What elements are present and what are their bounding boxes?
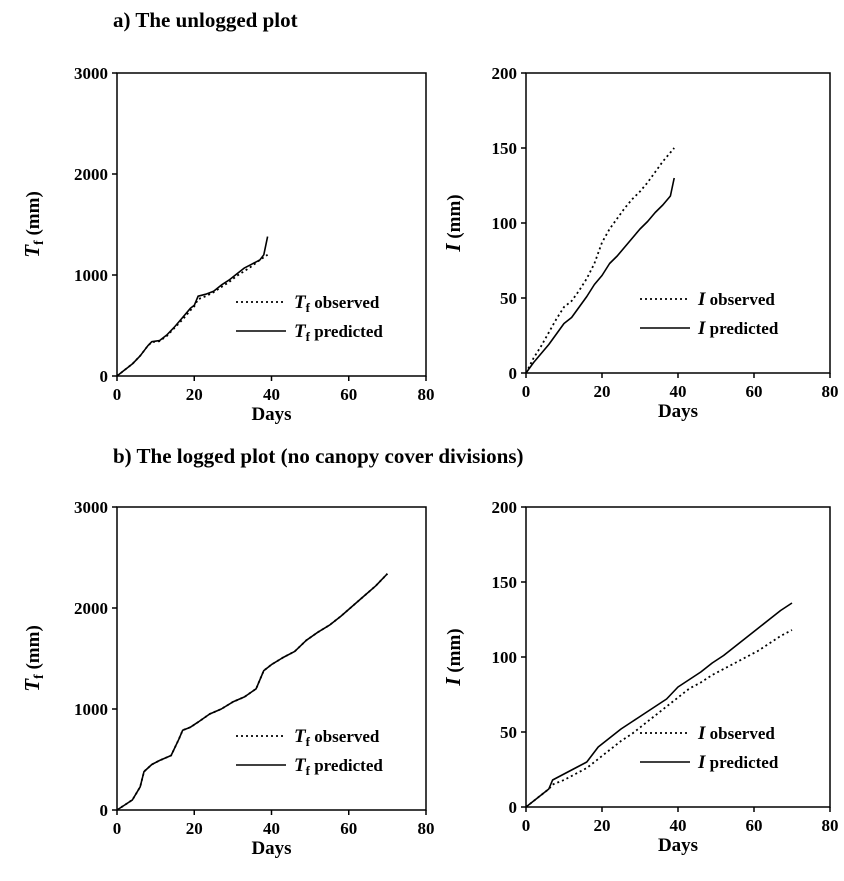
legend-label-predicted: I predicted <box>697 318 779 339</box>
y-tick-label: 0 <box>100 367 109 386</box>
x-tick-label: 60 <box>340 385 357 404</box>
legend-label-observed: I observed <box>697 723 775 744</box>
series-line-predicted <box>525 602 793 808</box>
y-axis-symbol: I <box>441 243 465 253</box>
x-axis-title: Days <box>251 838 291 859</box>
x-tick-label: 60 <box>746 382 763 401</box>
y-tick-label: 0 <box>509 364 518 383</box>
x-tick-label: 80 <box>822 816 839 835</box>
y-tick-label: 150 <box>492 573 518 592</box>
y-tick-label: 0 <box>509 798 518 817</box>
x-tick-label: 0 <box>522 816 531 835</box>
series-line-observed <box>525 629 793 808</box>
y-axis-unit: (mm) <box>23 191 44 240</box>
y-tick-label: 200 <box>492 498 518 517</box>
y-tick-label: 0 <box>100 801 109 820</box>
y-tick-label: 100 <box>492 214 518 233</box>
y-tick-label: 1000 <box>74 266 108 285</box>
series-line-predicted <box>116 573 388 811</box>
x-tick-label: 20 <box>594 816 611 835</box>
y-tick-label: 50 <box>500 723 517 742</box>
y-tick-label: 3000 <box>74 498 108 517</box>
chart-unlogged-i: 0 20 40 60 80 0 50 100 150 200 Days I (mm) I observe… <box>441 64 839 422</box>
y-tick-label: 3000 <box>74 64 108 83</box>
series-line-observed <box>116 254 269 377</box>
y-axis-unit: (mm) <box>444 628 465 677</box>
x-tick-label: 40 <box>263 819 280 838</box>
x-tick-label: 20 <box>186 385 203 404</box>
y-tick-label: 2000 <box>74 165 108 184</box>
chart-logged-i: 0 20 40 60 80 0 50 100 150 200 Days I (mm) I observe… <box>441 498 839 856</box>
x-tick-label: 80 <box>418 385 435 404</box>
y-axis-subscript: f <box>32 674 47 679</box>
legend-label-observed: Tf observed <box>294 726 380 749</box>
x-axis-title: Days <box>658 401 698 422</box>
x-tick-label: 40 <box>670 816 687 835</box>
chart-unlogged-tf: 0 20 40 60 80 0 1000 2000 3000 Days Tf (mm) Tf obse… <box>20 64 435 425</box>
y-axis-unit: (mm) <box>444 194 465 243</box>
legend-label-predicted: Tf predicted <box>294 755 383 778</box>
y-axis-unit: (mm) <box>23 625 44 674</box>
chart-logged-tf: 0 20 40 60 80 0 1000 2000 3000 Days Tf (mm) Tf obse… <box>20 498 435 859</box>
x-axis-title: Days <box>251 404 291 425</box>
x-tick-label: 60 <box>746 816 763 835</box>
x-tick-label: 40 <box>263 385 280 404</box>
x-tick-label: 60 <box>340 819 357 838</box>
series-line-predicted <box>116 236 269 377</box>
y-axis-title: Tf (mm) <box>20 625 47 692</box>
y-tick-label: 150 <box>492 139 518 158</box>
x-tick-label: 0 <box>113 819 122 838</box>
series-line-predicted <box>525 177 675 374</box>
x-tick-label: 20 <box>186 819 203 838</box>
legend-label-predicted: I predicted <box>697 752 779 773</box>
y-tick-label: 100 <box>492 648 518 667</box>
y-axis-subscript: f <box>32 240 47 245</box>
x-tick-label: 80 <box>822 382 839 401</box>
y-tick-label: 200 <box>492 64 518 83</box>
y-axis-title: Tf (mm) <box>20 191 47 258</box>
y-axis-title: I (mm) <box>441 628 465 686</box>
y-axis-symbol: T <box>20 244 44 258</box>
y-axis-symbol: I <box>441 677 465 687</box>
series-line-observed <box>525 147 675 374</box>
legend-label-predicted: Tf predicted <box>294 321 383 344</box>
legend-label-observed: Tf observed <box>294 292 380 315</box>
section-title-unlogged: a) The unlogged plot <box>113 8 298 32</box>
y-tick-label: 50 <box>500 289 517 308</box>
x-tick-label: 0 <box>113 385 122 404</box>
y-tick-label: 1000 <box>74 700 108 719</box>
x-tick-label: 0 <box>522 382 531 401</box>
y-axis-title: I (mm) <box>441 194 465 252</box>
legend-label-observed: I observed <box>697 289 775 310</box>
section-title-logged: b) The logged plot (no canopy cover divi… <box>113 444 524 468</box>
y-tick-label: 2000 <box>74 599 108 618</box>
x-axis-title: Days <box>658 835 698 856</box>
x-tick-label: 80 <box>418 819 435 838</box>
x-tick-label: 40 <box>670 382 687 401</box>
x-tick-label: 20 <box>594 382 611 401</box>
y-axis-symbol: T <box>20 678 44 692</box>
